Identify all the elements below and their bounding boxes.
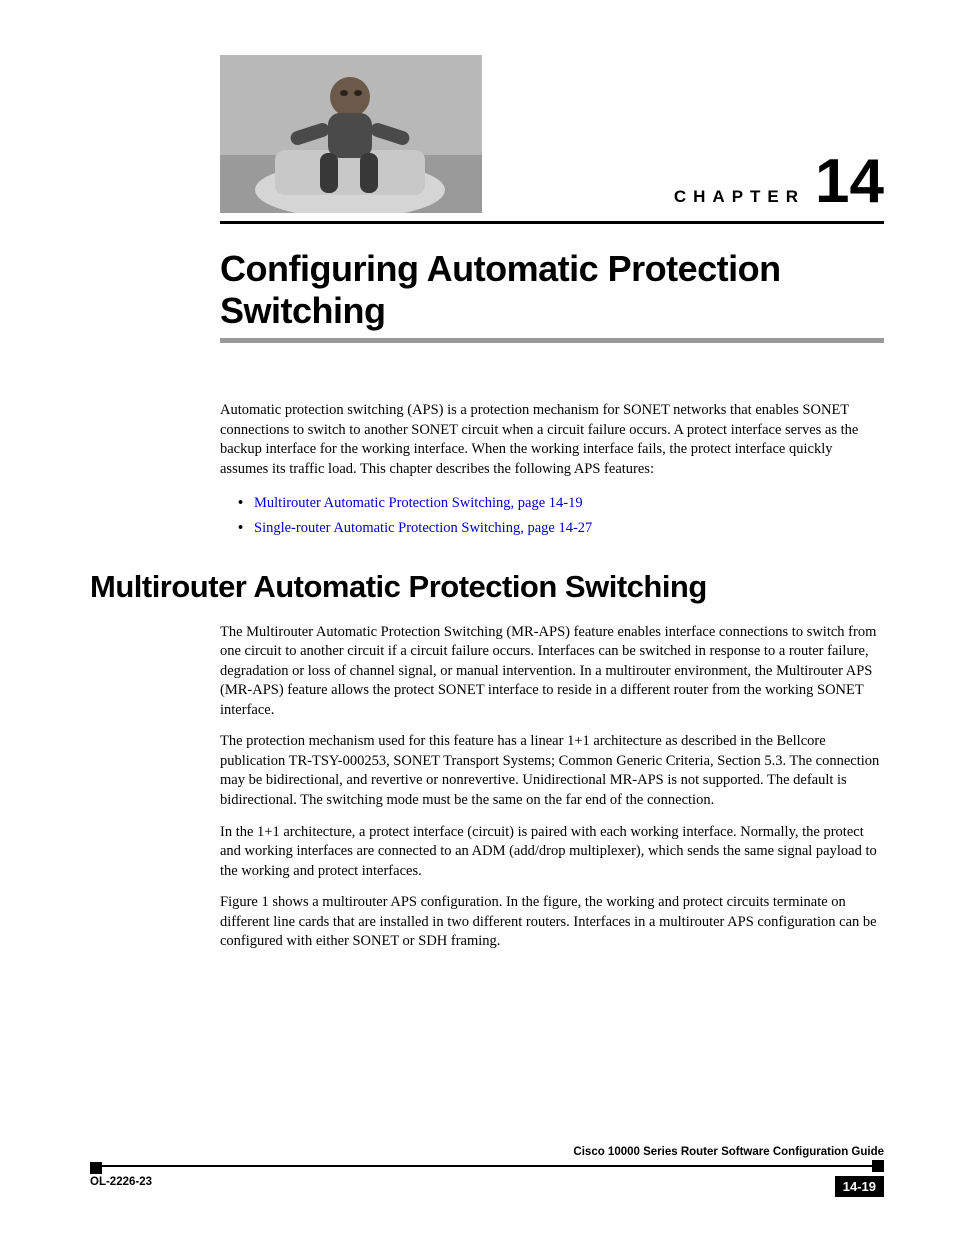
document-title: Configuring Automatic Protection Switchi… bbox=[220, 248, 884, 332]
page: CHAPTER 14 Configuring Automatic Protect… bbox=[0, 0, 954, 1235]
section-paragraph: Figure 1 shows a multirouter APS configu… bbox=[220, 893, 884, 952]
section-paragraph: The protection mechanism used for this f… bbox=[220, 732, 884, 810]
footer-block-right-icon bbox=[872, 1160, 884, 1172]
list-item: • Multirouter Automatic Protection Switc… bbox=[220, 491, 884, 516]
intro-paragraph: Automatic protection switching (APS) is … bbox=[220, 401, 884, 479]
footer-rule bbox=[90, 1160, 884, 1172]
hero-photo-icon bbox=[220, 55, 482, 213]
chapter-hero-image bbox=[220, 55, 482, 213]
chapter-header: CHAPTER 14 bbox=[220, 55, 884, 213]
link-singlerouter-aps[interactable]: Single-router Automatic Protection Switc… bbox=[254, 516, 592, 541]
feature-bullet-list: • Multirouter Automatic Protection Switc… bbox=[220, 491, 884, 540]
footer-doc-number: OL-2226-23 bbox=[90, 1176, 152, 1188]
bullet-icon: • bbox=[238, 516, 254, 541]
link-multirouter-aps[interactable]: Multirouter Automatic Protection Switchi… bbox=[254, 491, 583, 516]
footer-page-number: 14-19 bbox=[835, 1176, 884, 1197]
title-rule-bottom bbox=[220, 338, 884, 343]
bullet-icon: • bbox=[238, 491, 254, 516]
chapter-number: 14 bbox=[815, 151, 884, 213]
footer-block-left-icon bbox=[90, 1162, 102, 1174]
footer-guide-title: Cisco 10000 Series Router Software Confi… bbox=[90, 1146, 884, 1158]
chapter-word: CHAPTER bbox=[674, 187, 805, 207]
chapter-label: CHAPTER 14 bbox=[674, 151, 884, 213]
section-heading: Multirouter Automatic Protection Switchi… bbox=[90, 569, 884, 605]
page-footer: Cisco 10000 Series Router Software Confi… bbox=[90, 1146, 884, 1197]
section-paragraph: In the 1+1 architecture, a protect inter… bbox=[220, 823, 884, 882]
title-rule-top bbox=[220, 221, 884, 224]
section-paragraph: The Multirouter Automatic Protection Swi… bbox=[220, 623, 884, 721]
footer-bottom: OL-2226-23 14-19 bbox=[90, 1176, 884, 1197]
list-item: • Single-router Automatic Protection Swi… bbox=[220, 516, 884, 541]
